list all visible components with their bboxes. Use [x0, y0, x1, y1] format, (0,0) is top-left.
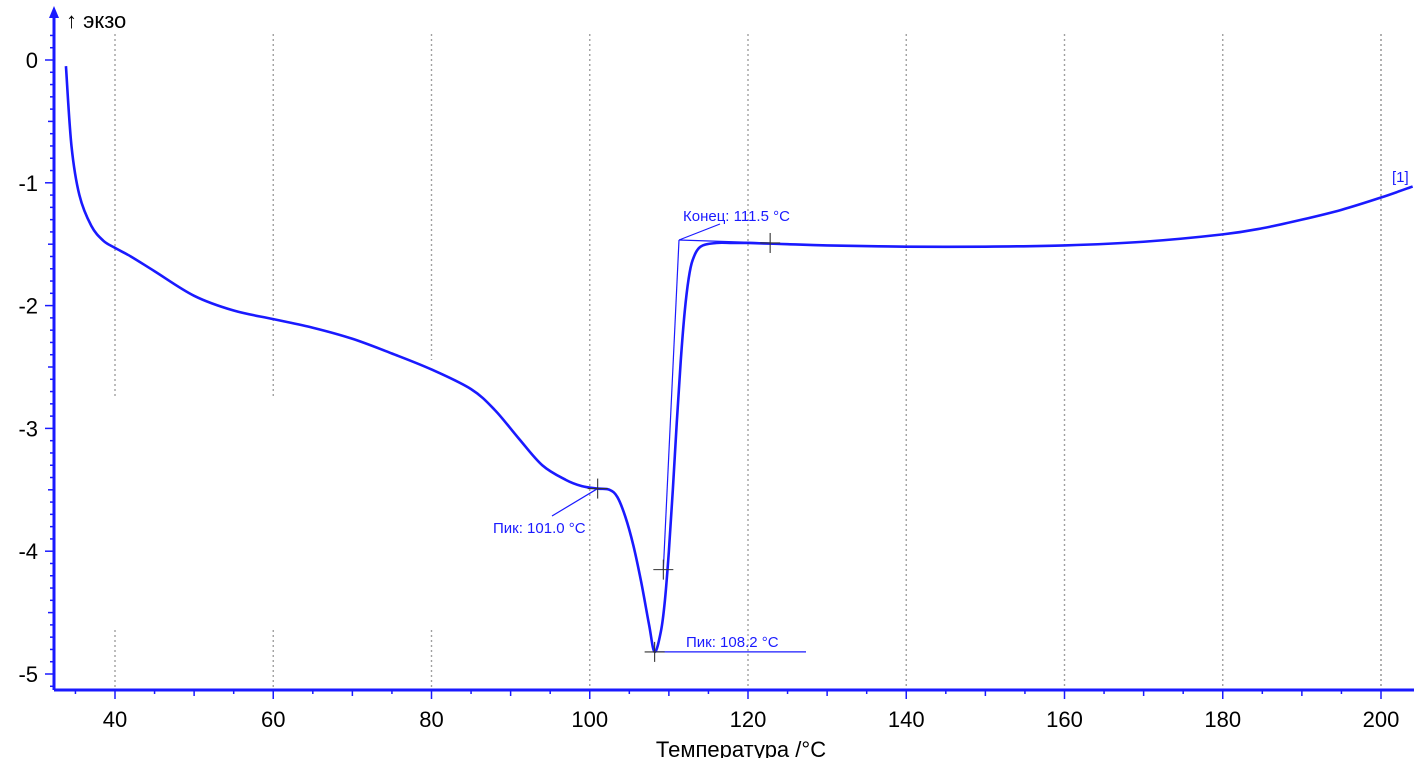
x-tick-label: 60 [261, 707, 285, 732]
x-tick-label: 200 [1363, 707, 1400, 732]
curve-label: [1] [1392, 169, 1409, 186]
annotation-pointer-end [678, 223, 721, 241]
annotation-lines [551, 223, 806, 653]
x-tick-label: 180 [1204, 707, 1241, 732]
x-ticks: 40 60 80 100 120 140 160 180 200 [74, 690, 1400, 732]
y-axis-arrow [49, 6, 59, 18]
x-tick-label: 40 [103, 707, 127, 732]
y-tick-label: -4 [18, 539, 38, 564]
annotation-peak-101: Пик: 101.0 °C [493, 520, 586, 537]
y-axis-title: ↑ экзо [66, 8, 126, 33]
y-ticks: 0 -1 -2 -3 -4 -5 [18, 34, 54, 688]
series-line [64, 66, 1414, 654]
x-tick-label: 80 [419, 707, 443, 732]
x-tick-label: 120 [730, 707, 767, 732]
annotation-leader-peak-101 [551, 488, 598, 517]
y-tick-label: -2 [18, 294, 38, 319]
grid-lines [114, 34, 1382, 690]
x-tick-label: 140 [888, 707, 925, 732]
annotation-end: Конец: 111.5 °C [683, 208, 790, 225]
x-axis-title: Температура /°C [656, 737, 826, 758]
annotation-tangent-end [662, 239, 680, 570]
axes [49, 6, 1414, 692]
y-tick-label: 0 [26, 48, 38, 73]
y-tick-label: -5 [18, 662, 38, 687]
y-tick-label: -1 [18, 171, 38, 196]
point-markers [587, 232, 781, 662]
x-tick-label: 100 [571, 707, 608, 732]
x-tick-label: 160 [1046, 707, 1083, 732]
y-tick-label: -3 [18, 416, 38, 441]
annotation-peak-108: Пик: 108.2 °C [686, 634, 779, 651]
